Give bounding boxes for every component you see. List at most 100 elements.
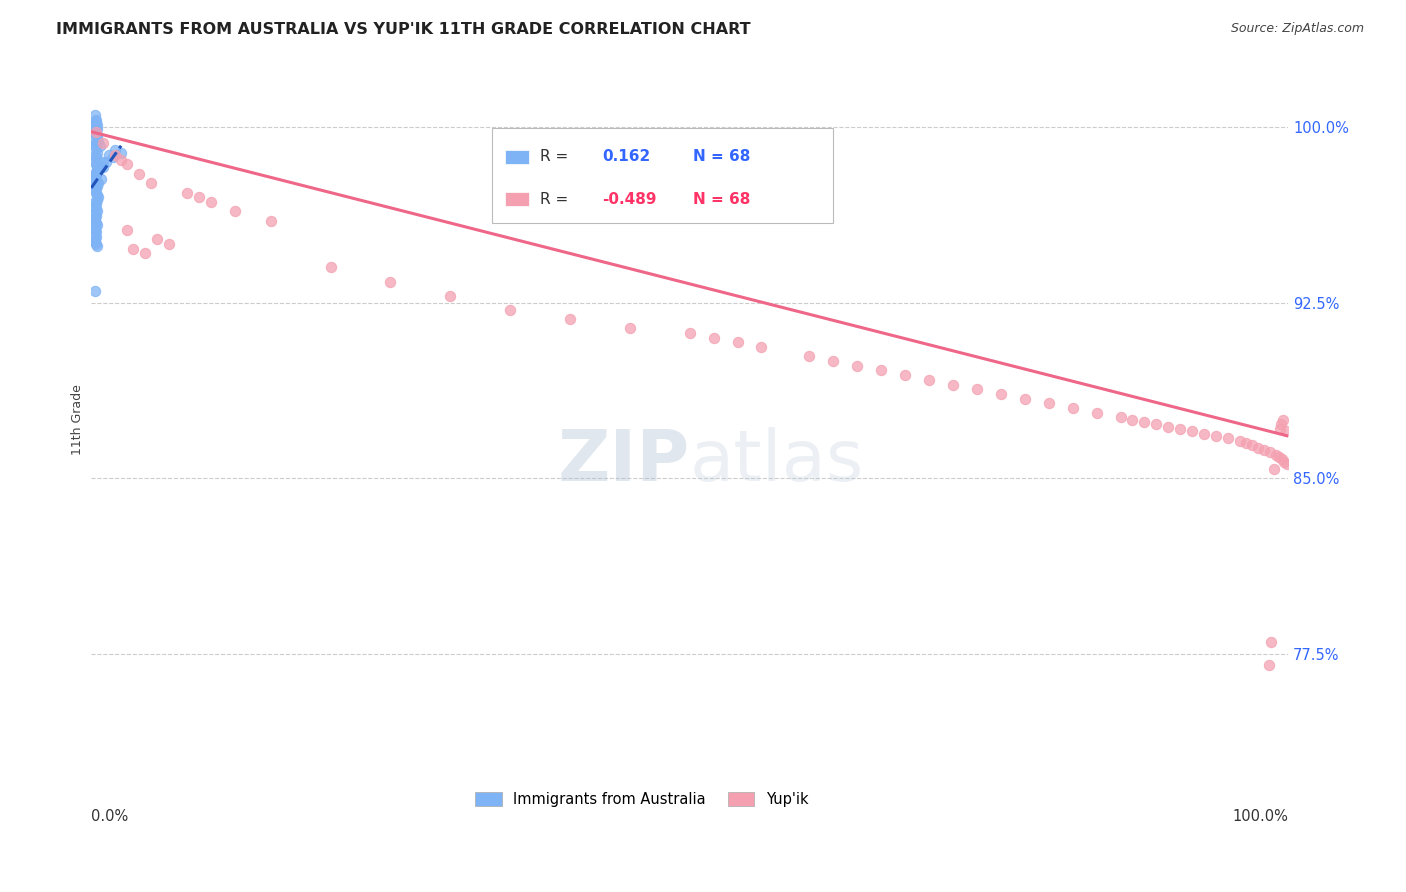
Text: IMMIGRANTS FROM AUSTRALIA VS YUP'IK 11TH GRADE CORRELATION CHART: IMMIGRANTS FROM AUSTRALIA VS YUP'IK 11TH… (56, 22, 751, 37)
Point (84, 202, 107, 216)
Point (86, 160, 108, 174)
Point (1218, 431, 1240, 445)
Point (1038, 396, 1060, 410)
Point (110, 145, 132, 160)
FancyBboxPatch shape (505, 150, 529, 163)
Point (83, 176, 105, 190)
Text: atlas: atlas (689, 427, 865, 496)
Point (727, 335, 749, 350)
Point (83, 138, 105, 153)
Point (86, 129, 108, 144)
Point (83, 235, 105, 249)
Point (499, 302, 522, 317)
Point (83, 223, 105, 237)
Point (1271, 452, 1294, 467)
Point (94, 155, 117, 169)
Text: R =: R = (540, 149, 574, 164)
Point (224, 204, 246, 219)
FancyBboxPatch shape (492, 128, 834, 223)
Text: R =: R = (540, 192, 574, 207)
Point (104, 144, 127, 158)
Point (1133, 415, 1156, 429)
Point (86, 188, 108, 202)
Point (823, 354, 845, 368)
Point (89, 138, 111, 153)
Point (619, 321, 641, 335)
Point (1014, 392, 1036, 406)
Point (1144, 417, 1167, 432)
Point (1258, 658, 1281, 673)
Point (84, 151, 107, 165)
Point (1268, 422, 1291, 436)
Point (1181, 425, 1204, 439)
Point (83, 171, 105, 186)
Point (83, 232, 105, 246)
Point (90, 171, 112, 186)
Point (87, 190, 110, 204)
Point (1263, 462, 1285, 476)
Point (134, 246, 156, 260)
Y-axis label: 11th Grade: 11th Grade (72, 384, 84, 455)
Point (942, 377, 965, 392)
Point (1265, 448, 1288, 462)
Point (84, 164, 107, 178)
Point (990, 387, 1012, 401)
Point (260, 213, 283, 227)
Text: 100.0%: 100.0% (1232, 809, 1288, 824)
Point (1170, 422, 1192, 436)
Point (84, 237, 107, 252)
Point (84, 216, 107, 230)
Point (83, 194, 105, 209)
Point (1247, 441, 1270, 455)
Point (703, 331, 725, 345)
Point (200, 194, 222, 209)
Point (84, 122, 107, 136)
Point (91, 160, 114, 174)
Point (1234, 436, 1257, 450)
Point (98, 148, 121, 162)
Point (91, 136, 114, 151)
Point (380, 275, 402, 289)
Point (86, 204, 108, 219)
Point (83, 118, 105, 132)
Point (84, 186, 107, 200)
Point (84, 115, 107, 129)
Point (966, 382, 988, 396)
Point (1267, 450, 1289, 464)
Point (91, 155, 114, 169)
Point (83, 132, 105, 146)
Point (894, 368, 917, 383)
Point (84, 136, 107, 151)
Point (1121, 412, 1143, 426)
Point (1272, 412, 1295, 426)
Point (870, 363, 893, 377)
Point (83, 211, 105, 226)
Point (83, 183, 105, 197)
Point (157, 237, 180, 252)
Point (83, 213, 105, 227)
Point (1241, 438, 1264, 452)
Point (84, 181, 107, 195)
Point (1253, 443, 1275, 458)
Point (1194, 426, 1216, 441)
Point (84, 209, 107, 223)
Point (1275, 457, 1298, 471)
Legend: Immigrants from Australia, Yup'ik: Immigrants from Australia, Yup'ik (470, 786, 814, 813)
Point (84, 127, 107, 141)
Point (90, 160, 112, 174)
Point (83, 200, 105, 214)
Point (87, 134, 110, 148)
Point (86, 164, 108, 178)
Point (83, 155, 105, 169)
Text: ZIP: ZIP (557, 427, 689, 496)
Point (86, 219, 108, 233)
Point (139, 176, 162, 190)
FancyBboxPatch shape (505, 193, 529, 206)
Point (83, 167, 105, 181)
Point (104, 148, 127, 162)
Text: -0.489: -0.489 (602, 192, 657, 207)
Text: N = 68: N = 68 (693, 149, 751, 164)
Point (83, 284, 105, 298)
Point (86, 122, 108, 136)
Point (1109, 410, 1132, 425)
